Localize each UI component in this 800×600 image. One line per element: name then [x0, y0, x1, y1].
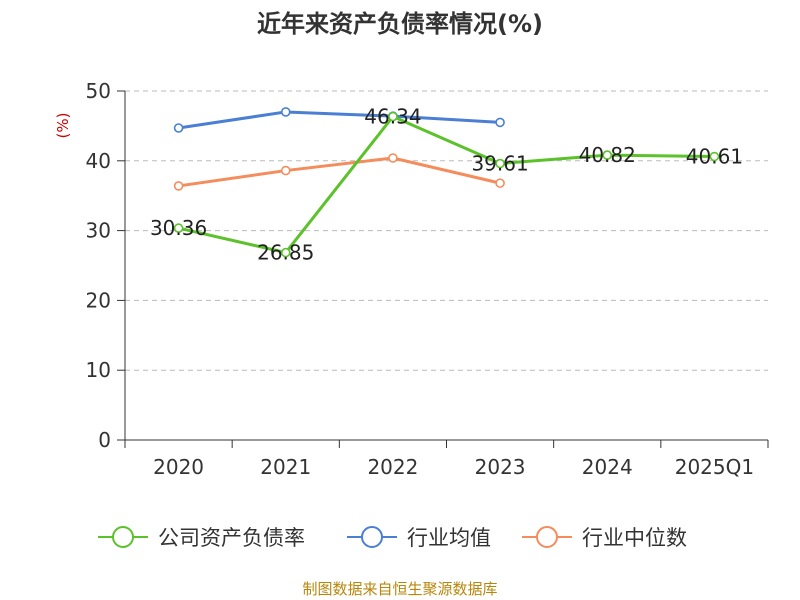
x-tick-label: 2020 [153, 455, 204, 479]
grid-lines [125, 90, 768, 371]
legend-marker [361, 526, 383, 548]
data-label: 30.36 [150, 216, 207, 240]
legend: 公司资产负债率 行业均值 行业中位数 [98, 526, 687, 550]
data-point [388, 153, 398, 163]
data-point [173, 181, 184, 191]
data-point [280, 107, 291, 117]
y-tick-label: 40 [86, 149, 111, 173]
data-point [495, 178, 505, 188]
data-point [388, 111, 398, 122]
x-tick-label: 2023 [475, 455, 526, 479]
series-line [178, 110, 501, 130]
data-label: 26.85 [257, 241, 314, 265]
y-tick-label: 30 [86, 219, 111, 243]
data-point [495, 158, 505, 169]
source-footer: 制图数据来自恒生聚源数据库 [302, 580, 498, 598]
data-point [495, 117, 505, 128]
series-line [178, 115, 715, 255]
legend-label: 行业均值 [407, 526, 491, 550]
series-lines [173, 107, 720, 258]
x-tick-label: 2021 [260, 455, 311, 479]
y-axis-label: (%) [54, 113, 72, 139]
data-labels: 30.36 26.85 46.34 39.61 40.82 40.61 [150, 105, 743, 265]
data-point [280, 165, 291, 176]
x-tick-label: 2025Q1 [675, 455, 754, 479]
data-label: 39.61 [471, 152, 528, 176]
data-point [280, 247, 291, 258]
y-tick-label: 0 [98, 428, 111, 452]
y-tick-label: 10 [86, 358, 111, 382]
data-label: 46.34 [364, 105, 421, 129]
x-tick-label: 2024 [582, 455, 633, 479]
y-tick-label: 50 [86, 79, 111, 103]
y-tick-label: 20 [86, 288, 111, 312]
series-line [178, 156, 501, 188]
data-label: 40.61 [686, 145, 743, 169]
legend-label: 行业中位数 [582, 526, 687, 550]
axes: 0 10 20 30 40 50 2020 2021 2022 2023 2024 2025Q1 (%) [54, 79, 769, 479]
legend-marker [536, 526, 558, 548]
legend-marker [112, 526, 134, 548]
data-point [173, 223, 184, 233]
x-tick-label: 2022 [367, 455, 418, 479]
data-point [709, 151, 720, 162]
chart-title: 近年来资产负债率情况(%) [257, 10, 543, 38]
data-label: 40.82 [579, 143, 636, 167]
data-point [602, 150, 613, 160]
data-point [173, 123, 184, 133]
legend-label: 公司资产负债率 [158, 526, 305, 550]
